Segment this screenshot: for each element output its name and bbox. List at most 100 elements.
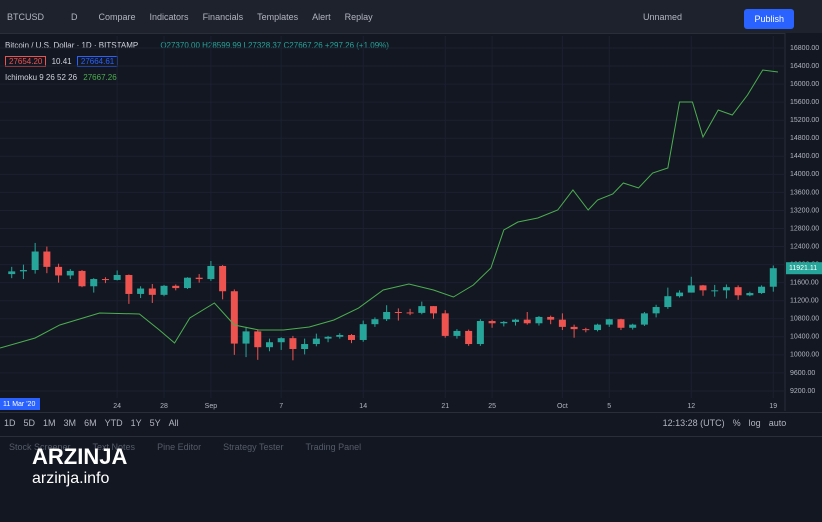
ask[interactable]: 27664.61 [76, 56, 119, 67]
toolbar-button[interactable]: Compare [98, 11, 136, 22]
range-button[interactable]: 1M [43, 418, 56, 428]
candle-body [605, 319, 613, 325]
publish-button[interactable]: Publish [744, 9, 794, 29]
toolbar-button[interactable]: Alert [312, 11, 331, 22]
panel-tab[interactable]: Text Notes [92, 442, 136, 452]
candle-body [383, 311, 391, 320]
y-tick-label: 14000.00 [790, 171, 819, 178]
y-tick-label: 11600.00 [790, 280, 819, 287]
candle-body [418, 306, 426, 313]
x-tick-label: 28 [160, 403, 168, 410]
range-button[interactable]: 6M [84, 418, 97, 428]
bid[interactable]: 27654.20 [5, 56, 47, 67]
range-button[interactable]: 5Y [149, 418, 161, 428]
y-tick-label: 14800.00 [790, 135, 819, 142]
indicator-value: 27667.26 [83, 73, 117, 82]
candle-body [113, 274, 121, 280]
range-button[interactable]: YTD [104, 418, 123, 428]
candle-body [312, 338, 320, 345]
candle-body [406, 312, 414, 314]
candle-body [394, 311, 402, 313]
scale-option[interactable]: log [748, 418, 761, 428]
candle-body [125, 274, 133, 294]
y-tick-label: 16000.00 [790, 81, 819, 88]
x-tick-label: 25 [488, 403, 496, 410]
x-tick-label: 7 [279, 403, 283, 410]
panel-tab[interactable]: Stock Screener [9, 442, 71, 452]
candle-body [558, 319, 566, 327]
toolbar-button[interactable]: Templates [257, 11, 299, 22]
candle-body [582, 329, 590, 331]
symbol-title: Bitcoin / U.S. Dollar · 1D · BITSTAMP [5, 41, 139, 50]
candle-body [430, 306, 438, 314]
toolbar-items: Compare Indicators Financials Templates Aler… [92, 12, 380, 22]
x-tick-label: 19 [769, 403, 777, 410]
x-tick-label: 12 [687, 403, 695, 410]
candle-body [722, 287, 730, 291]
candle-body [31, 251, 39, 271]
panel-tab[interactable]: Pine Editor [157, 442, 202, 452]
candle-body [242, 331, 250, 344]
watermark-brand: ARZINJA [32, 444, 128, 469]
candle-body [265, 342, 273, 348]
candle-body [230, 291, 238, 344]
candle-body [488, 321, 496, 324]
candle-body [219, 265, 227, 292]
candle-body [148, 288, 156, 295]
candle-body [207, 265, 215, 280]
range-button[interactable]: 1Y [130, 418, 142, 428]
candle-body [254, 331, 262, 348]
candle-body [347, 335, 355, 340]
candle-body [687, 285, 695, 293]
candle-body [512, 319, 520, 322]
panel-tab[interactable]: Strategy Tester [223, 442, 284, 452]
candle-body [594, 324, 602, 331]
candle-body [699, 285, 707, 291]
y-tick-label: 13200.00 [790, 207, 819, 214]
x-tick-label: Oct [557, 403, 568, 410]
interval[interactable]: D [71, 11, 78, 22]
scale-option[interactable]: % [732, 418, 741, 428]
candle-body [160, 285, 168, 295]
candle-body [523, 319, 531, 324]
range-button[interactable]: 1D [4, 418, 16, 428]
x-tick-label: 5 [607, 403, 611, 410]
candle-body [652, 307, 660, 314]
candle-body [101, 279, 109, 281]
panel-tab[interactable]: Trading Panel [305, 442, 362, 452]
legend: Bitcoin / U.S. Dollar · 1D · BITSTAMP O2… [5, 38, 389, 86]
candle-body [629, 324, 637, 328]
scale-option[interactable]: auto [768, 418, 787, 428]
candle-body [78, 270, 86, 287]
candle-body [90, 279, 98, 287]
range-button[interactable]: 5D [23, 418, 36, 428]
indicator: Ichimoku 9 26 52 26 [5, 73, 78, 82]
date-box [0, 398, 40, 410]
y-tick-label: 10800.00 [790, 316, 819, 323]
ichimoku-line [0, 69, 779, 349]
y-tick-label: 9200.00 [790, 388, 815, 395]
date-label: 11 Mar '20 [3, 401, 35, 408]
candle-body [55, 266, 63, 276]
candle-body [277, 338, 285, 343]
candle-body [465, 330, 473, 345]
y-tick-label: 10000.00 [790, 352, 819, 359]
layout-name[interactable]: Unnamed [643, 11, 683, 22]
range-button[interactable]: 3M [63, 418, 77, 428]
y-tick-label: 15200.00 [790, 117, 819, 124]
x-tick-label: 21 [441, 403, 449, 410]
y-tick-label: 9600.00 [790, 370, 815, 377]
range-button[interactable]: All [168, 418, 179, 428]
candle-body [359, 324, 367, 340]
panel-tabs: Stock Screener Text Notes Pine Editor Strat… [0, 436, 822, 457]
symbol[interactable]: BTCUSD [7, 11, 45, 22]
candle-body [8, 271, 16, 275]
toolbar-button[interactable]: Indicators [149, 11, 189, 22]
candle-body [535, 316, 543, 324]
last-price-label: 11921.11 [789, 265, 817, 272]
toolbar: BTCUSD D Compare Indicators Financials Temp… [0, 0, 822, 34]
candle-body [746, 293, 754, 296]
toolbar-button[interactable]: Replay [344, 11, 373, 22]
toolbar-button[interactable]: Financials [202, 11, 244, 22]
y-tick-label: 12800.00 [790, 225, 819, 232]
